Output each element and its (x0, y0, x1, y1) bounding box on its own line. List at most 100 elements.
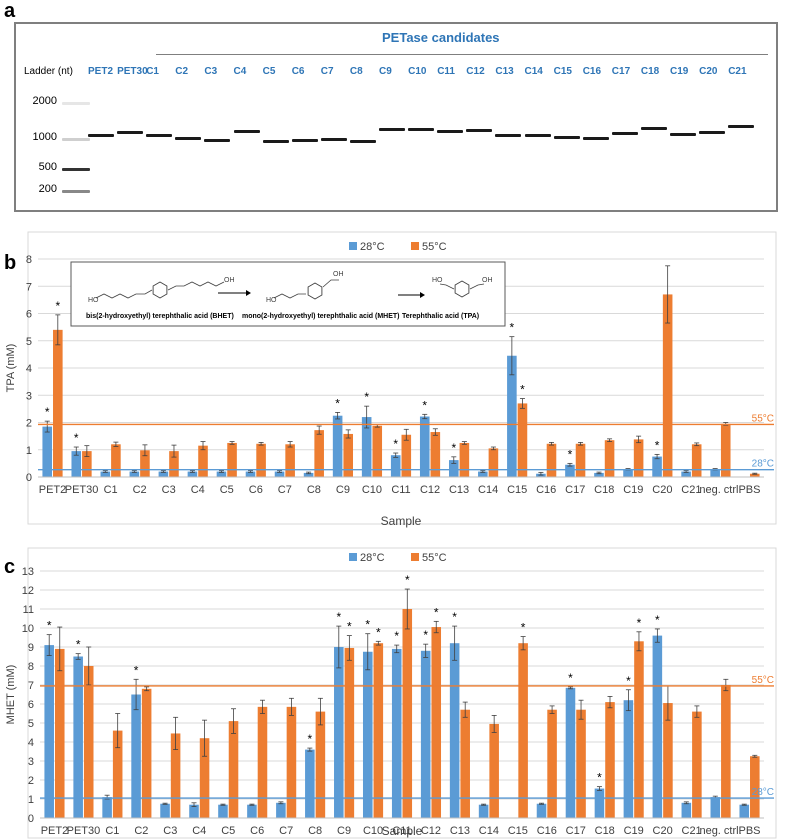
mhet-name: mono(2-hydroxyethyl) terephthalic acid (… (242, 313, 400, 320)
y-tick-label: 8 (28, 661, 34, 673)
x-tick-label: C19 (624, 825, 644, 837)
ladder-band (62, 168, 90, 171)
bar-55c (692, 711, 702, 818)
bar-28c (160, 803, 170, 818)
bar-28c (390, 455, 401, 477)
lane-label: C20 (699, 66, 718, 77)
hydroxyl-label: HO (88, 297, 99, 304)
significance-asterisk: * (422, 398, 427, 412)
x-tick-label: C18 (595, 825, 615, 837)
bar-55c (749, 473, 760, 477)
x-tick-label: C12 (420, 484, 440, 496)
x-tick-label: C6 (250, 825, 264, 837)
lane-label: C5 (262, 66, 276, 77)
bar-55c (344, 647, 355, 818)
significance-asterisk: * (76, 638, 81, 652)
bar-55c (314, 430, 324, 477)
x-tick-label: C3 (162, 484, 176, 496)
x-tick-label: C6 (249, 484, 263, 496)
bar-28c (507, 355, 517, 477)
x-tick-label: C1 (104, 484, 118, 496)
bar-55c (286, 706, 297, 818)
bar-28c (681, 471, 691, 477)
x-tick-label: C11 (392, 825, 411, 837)
x-tick-label: C4 (192, 825, 206, 837)
y-tick-label: 2 (28, 775, 34, 787)
y-tick-label: 13 (22, 566, 34, 578)
bar-55c (83, 666, 94, 818)
gel-band (437, 130, 464, 133)
mhet-chain (322, 279, 339, 288)
lane-label: C14 (524, 66, 543, 77)
x-tick-label: PET30 (67, 825, 101, 837)
lane-label: C8 (349, 66, 363, 77)
bar-28c (565, 687, 576, 818)
x-tick-label: C20 (653, 825, 673, 837)
significance-asterisk: * (520, 383, 525, 397)
y-tick-label: 9 (28, 642, 34, 654)
x-tick-label: C21 (681, 484, 701, 496)
bar-55c (228, 721, 239, 818)
tpa-chain (469, 283, 485, 290)
bhet-chain (167, 281, 225, 291)
significance-asterisk: * (393, 437, 398, 451)
bar-55c (227, 442, 237, 477)
bar-28c (448, 460, 459, 477)
x-tick-label: C15 (508, 825, 528, 837)
bar-28c (189, 804, 199, 818)
bar-28c (419, 416, 430, 477)
y-tick-label: 4 (28, 737, 34, 749)
x-tick-label: C5 (221, 825, 235, 837)
lane-label: C21 (728, 66, 747, 77)
bar-28c (652, 456, 662, 477)
bar-28c (623, 469, 633, 477)
legend-label-28: 28°C (360, 552, 385, 564)
tpa-bar-chart: 0 1 2 3 4 5 6 7 8 TPA (mM) Sample 28°C 55°C * * PET2 * PE… (5, 231, 777, 528)
bar-28c (565, 464, 575, 477)
y-tick-label: 2 (26, 418, 32, 430)
significance-asterisk: * (365, 618, 370, 632)
reference-label-28c: 28°C (752, 787, 774, 798)
ladder-size-label: 2000 (32, 95, 57, 107)
bar-55c (198, 445, 208, 477)
panel-b-letter: b (4, 252, 17, 274)
gel-band (291, 139, 318, 142)
significance-asterisk: * (521, 621, 526, 635)
bar-28c (73, 656, 83, 818)
bar-55c (488, 448, 499, 477)
reference-label-28c: 28°C (752, 459, 774, 470)
gel-band (349, 140, 376, 143)
bar-28c (623, 700, 634, 818)
gel-band (88, 134, 114, 137)
x-axis-label: Sample (381, 514, 422, 528)
bar-55c (517, 403, 528, 477)
significance-asterisk: * (597, 771, 602, 785)
y-tick-label: 11 (23, 604, 34, 616)
bar-55c (53, 329, 63, 477)
x-tick-label: PET2 (41, 825, 69, 837)
lane-label: C12 (466, 66, 485, 77)
bar-55c (691, 444, 702, 477)
bar-28c (594, 788, 605, 818)
y-tick-label: 1 (26, 445, 32, 457)
bar-55c (605, 702, 615, 818)
bar-28c (102, 797, 112, 818)
bar-55c (343, 433, 354, 477)
x-tick-label: C1 (105, 825, 119, 837)
x-tick-label: PET2 (39, 484, 67, 496)
bar-28c (536, 803, 547, 818)
bar-55c (575, 443, 586, 477)
x-tick-label: C14 (479, 825, 499, 837)
x-tick-label: C16 (536, 484, 556, 496)
significance-asterisk: * (336, 610, 341, 624)
x-tick-label: C20 (652, 484, 672, 496)
legend-label-55: 55°C (422, 552, 447, 564)
y-tick-label: 7 (28, 680, 34, 692)
significance-asterisk: * (637, 616, 642, 630)
bar-28c (362, 651, 373, 818)
ladder-size-label: 500 (38, 161, 57, 173)
bar-55c (199, 738, 210, 818)
lane-label: C4 (233, 66, 247, 77)
bar-55c (633, 439, 644, 477)
bar-28c (247, 804, 257, 818)
